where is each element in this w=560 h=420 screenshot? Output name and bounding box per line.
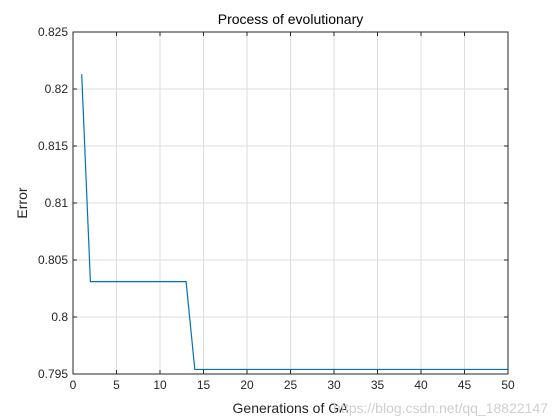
x-tick-label: 25 [284,378,298,392]
x-tick-label: 20 [240,378,254,392]
x-tick-label: 0 [70,378,77,392]
y-tick-label: 0.795 [38,367,68,381]
grid [73,32,508,374]
tick-labels: 0 5 10 15 20 25 30 35 40 45 50 0.795 0.8 0.805 0.81 0.8… [38,25,515,392]
x-axis-title: Generations of GA [233,400,350,416]
y-tick-label: 0.81 [45,196,69,210]
x-tick-label: 5 [113,378,120,392]
series-line [81,74,508,371]
x-tick-label: 35 [371,378,385,392]
y-tick-label: 0.825 [38,25,68,39]
ticks [72,31,509,375]
watermark: https://blog.csdn.net/qq_18822147 [333,400,548,416]
x-tick-label: 40 [414,378,428,392]
y-tick-label: 0.8 [51,310,68,324]
series-layer [81,74,508,371]
x-tick-label: 50 [501,378,515,392]
x-tick-label: 15 [197,378,211,392]
y-tick-label: 0.805 [38,253,68,267]
y-tick-label: 0.82 [45,82,69,96]
chart-title: Process of evolutionary [218,11,364,27]
y-axis-title: Error [14,187,30,218]
x-tick-label: 10 [153,378,167,392]
y-tick-label: 0.815 [38,139,68,153]
x-tick-label: 30 [327,378,341,392]
x-tick-label: 45 [458,378,472,392]
